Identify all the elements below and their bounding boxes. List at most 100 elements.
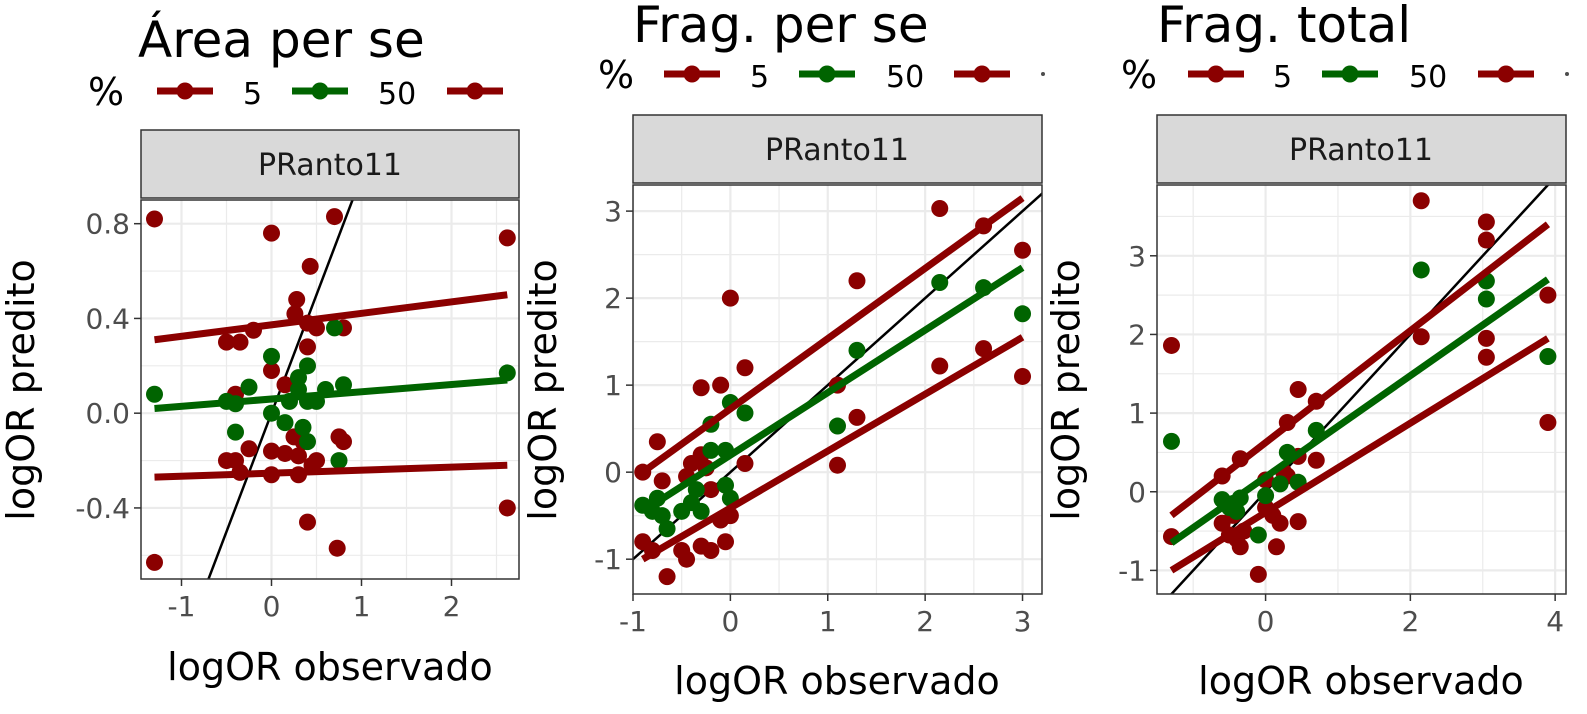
legend-label-50: 50 (886, 60, 924, 95)
data-point-red (736, 454, 754, 472)
legend-key-95 (447, 82, 503, 100)
data-point-red (288, 290, 306, 308)
data-point-red (1307, 451, 1325, 469)
data-point-red (702, 481, 720, 499)
fit-line-50 (1169, 276, 1550, 546)
x-tick-label: 2 (1401, 605, 1419, 638)
strip-label: PRanto11 (1289, 133, 1433, 168)
fit-line-5 (1169, 335, 1550, 574)
data-point-red (653, 472, 671, 490)
x-tick-label: 0 (721, 605, 739, 638)
data-point-green (829, 417, 846, 435)
data-point-green (240, 378, 258, 396)
data-point-red (290, 447, 307, 465)
y-tick-label: 0 (1128, 476, 1146, 509)
strip-label: PRanto11 (765, 133, 909, 168)
data-point-red (682, 454, 700, 472)
legend-key-50 (292, 82, 348, 100)
y-axis-label: logOR predito (0, 259, 43, 520)
data-point-red (1477, 329, 1495, 347)
data-point-red (498, 499, 516, 517)
data-point-green (146, 385, 163, 403)
x-tick-label: 2 (443, 590, 461, 623)
data-point-red (1539, 414, 1557, 432)
strip-label: PRanto11 (258, 148, 402, 183)
y-tick-label: 1 (1128, 397, 1146, 430)
data-point-red (218, 333, 235, 351)
data-point-red (328, 539, 346, 557)
plot-border (140, 199, 520, 580)
data-point-red (736, 359, 754, 377)
data-point-red (301, 257, 319, 275)
data-point-red (848, 272, 866, 290)
data-point-red (1231, 538, 1249, 556)
x-axis-ticks: -1 0 1 2 3 (619, 594, 1031, 638)
legend: % 5 50 (1121, 53, 1569, 97)
data-point-red (678, 550, 696, 568)
data-point-green (687, 481, 705, 499)
fit-line-50 (640, 264, 1025, 515)
data-point-green (276, 414, 294, 432)
panel-area-per-se: Área per se % 5 50 PRanto11 -0.4 0.0 0.4 0.… (0, 10, 520, 689)
x-tick-label: 0 (263, 590, 281, 623)
data-point-green (1014, 305, 1032, 323)
data-point-green (294, 418, 312, 436)
plot-border (1156, 184, 1567, 595)
legend-key-95 (1478, 65, 1534, 83)
y-axis-label: logOR predito (1044, 259, 1088, 520)
fit-line-95 (154, 291, 508, 344)
data-point-green (1257, 487, 1275, 505)
data-point-red (1249, 565, 1267, 583)
legend-key-point (973, 65, 991, 83)
data-point-red (1477, 231, 1495, 249)
data-point-green (1477, 290, 1495, 308)
panel-title: Frag. total (1157, 0, 1411, 54)
identity-line (1169, 185, 1550, 594)
data-point-red (702, 541, 720, 559)
y-tick-label: -1 (594, 543, 622, 576)
x-tick-label: 1 (819, 605, 837, 638)
data-point-red (263, 224, 280, 242)
y-axis-ticks: -1 0 1 2 3 (594, 195, 633, 576)
y-tick-label: 2 (1128, 318, 1146, 351)
data-point-red (1289, 381, 1307, 398)
y-tick-label: 1 (604, 369, 622, 402)
data-point-red (231, 333, 249, 351)
data-point-green (326, 319, 343, 337)
strip-background (632, 114, 1043, 184)
data-point-red (717, 533, 735, 551)
data-point-red (1271, 514, 1289, 532)
data-point-red (1289, 513, 1307, 531)
legend: % 5 50 (88, 70, 503, 114)
x-axis-ticks: -1 0 1 2 (168, 579, 461, 623)
data-point-green (1271, 475, 1289, 493)
y-tick-label: 2 (604, 282, 622, 315)
plot-border (632, 184, 1043, 595)
x-tick-label: 1 (353, 590, 371, 623)
data-point-green (658, 520, 676, 538)
legend-key-50 (1322, 65, 1378, 83)
legend-key-point (1207, 65, 1225, 83)
fit-line-5 (640, 334, 1025, 563)
identity-line (207, 200, 354, 579)
x-tick-label: -1 (168, 590, 196, 623)
panel-frag-total: Frag. total % 5 50 PRanto11 -1 0 1 2 3 0 2 (1044, 0, 1569, 703)
data-point-red (721, 289, 739, 307)
data-point-green (299, 357, 316, 375)
identity-line (633, 192, 1042, 561)
legend-label-5: 5 (750, 60, 769, 95)
legend-title: % (1121, 53, 1157, 97)
data-point-green (290, 369, 307, 387)
legend-label-50: 50 (1409, 60, 1447, 95)
legend-clipped-dot (1041, 72, 1045, 76)
y-axis-label: logOR predito (521, 259, 565, 520)
data-point-red (326, 208, 343, 226)
data-point-green (848, 341, 866, 359)
legend-key-5 (664, 65, 720, 83)
data-point-green (702, 441, 720, 459)
data-point-green (1162, 432, 1180, 450)
legend-label-5: 5 (1273, 60, 1292, 95)
data-point-green (335, 376, 352, 394)
data-point-red (1477, 213, 1495, 231)
